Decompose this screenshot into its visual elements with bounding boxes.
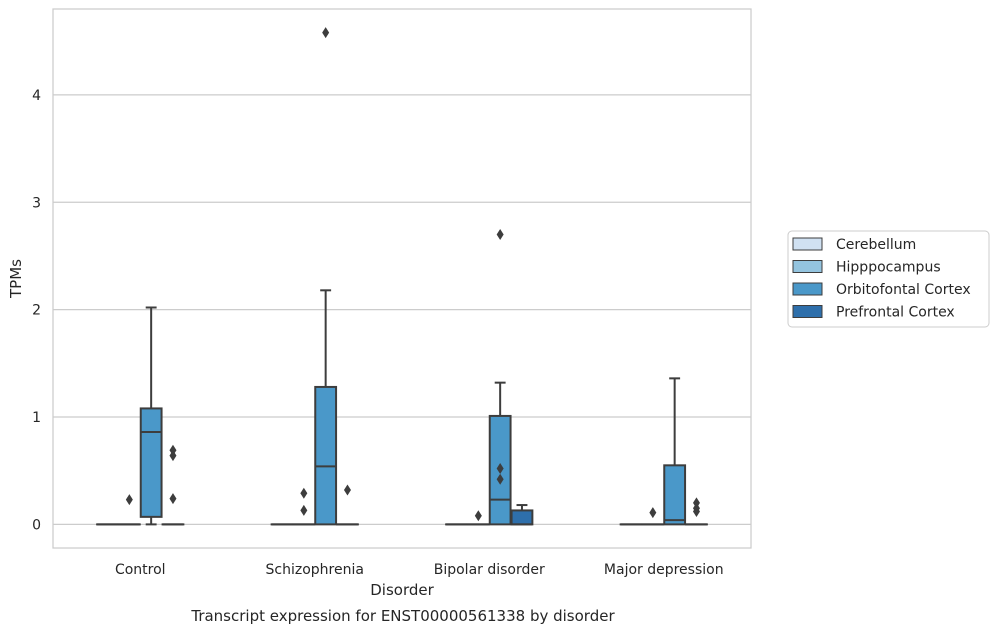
y-tick-label: 4	[32, 88, 41, 104]
box-body	[139, 407, 163, 518]
legend-swatch	[792, 237, 823, 251]
x-tick-label: Schizophrenia	[266, 562, 364, 578]
legend-label: Hipppocampus	[836, 260, 941, 276]
legend-label: Prefrontal Cortex	[836, 305, 955, 321]
outlier-point	[322, 27, 330, 39]
box-body	[663, 464, 687, 526]
legend-item: Orbitofontal Cortex	[792, 282, 971, 298]
outlier-point	[496, 463, 504, 475]
outlier-point	[300, 487, 308, 499]
outlier-point	[300, 504, 308, 516]
outlier-point	[474, 510, 482, 522]
x-tick-label: Major depression	[604, 562, 724, 578]
y-tick-label: 3	[32, 195, 41, 211]
outlier-point	[169, 444, 177, 456]
y-tick-label: 0	[32, 517, 41, 533]
x-tick-label: Bipolar disorder	[434, 562, 545, 578]
box-hipppocampus	[466, 510, 490, 526]
box-prefrontal-cortex	[336, 484, 359, 526]
box-prefrontal-cortex	[510, 504, 534, 526]
box-prefrontal-cortex	[685, 497, 708, 526]
legend-label: Cerebellum	[836, 237, 916, 253]
outlier-point	[692, 497, 700, 509]
x-tick-label: Control	[115, 562, 166, 578]
legend-frame	[787, 230, 990, 328]
box-body	[510, 509, 534, 526]
legend-item: Hipppocampus	[792, 260, 941, 276]
box-orbitofontal-cortex	[314, 27, 338, 526]
box-body	[314, 385, 338, 526]
legend-swatch	[792, 260, 823, 273]
outlier-point	[496, 228, 504, 240]
x-tick-labels: Control Schizophrenia Bipolar disorder Majo…	[115, 562, 724, 578]
legend: Cerebellum Hipppocampus Orbitofontal Corte…	[787, 230, 990, 328]
x-axis-label: Disorder	[370, 581, 434, 599]
box-orbitofontal-cortex	[663, 377, 687, 526]
y-tick-label: 1	[32, 410, 41, 426]
y-tick-labels: 0 1 2 3 4	[32, 88, 41, 533]
legend-item: Cerebellum	[792, 237, 916, 253]
legend-item: Prefrontal Cortex	[792, 305, 955, 321]
legend-swatch	[792, 305, 823, 318]
chart-caption: Transcript expression for ENST0000056133…	[190, 607, 615, 625]
box-hipppocampus	[292, 487, 316, 526]
outlier-point	[125, 494, 133, 506]
outlier-point	[649, 507, 657, 519]
y-axis-label: TPMs	[7, 259, 25, 299]
plot-frame	[52, 8, 752, 549]
legend-swatch	[792, 282, 823, 296]
box-orbitofontal-cortex	[488, 228, 512, 526]
box-plots	[96, 27, 708, 526]
outlier-point	[169, 493, 177, 505]
box-prefrontal-cortex	[161, 444, 185, 526]
outlier-point	[343, 484, 351, 496]
y-tick-label: 2	[32, 303, 41, 319]
outlier-point	[496, 473, 504, 485]
box-hipppocampus	[641, 507, 665, 526]
box-orbitofontal-cortex	[139, 306, 163, 526]
box-hipppocampus	[117, 494, 141, 526]
legend-label: Orbitofontal Cortex	[836, 282, 971, 298]
